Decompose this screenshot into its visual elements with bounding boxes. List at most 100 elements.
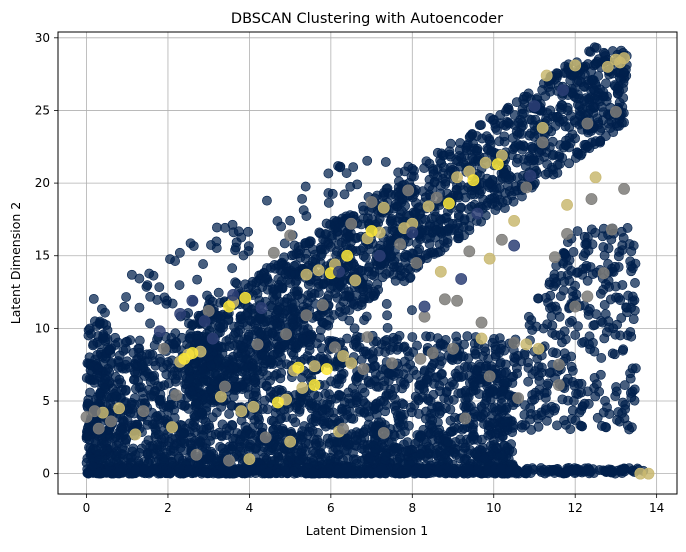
cluster-point [202,305,215,317]
noise-point [564,158,575,169]
cluster-point [410,257,423,269]
noise-point [580,463,591,474]
cluster-point [280,328,292,341]
noise-point [592,412,603,423]
noise-point [165,467,176,478]
noise-point [490,122,501,133]
noise-point [529,131,540,142]
cluster-point [528,100,541,112]
cluster-point [341,249,354,262]
noise-point [620,404,631,415]
cluster-point [508,239,521,252]
noise-point [149,340,160,351]
noise-point [433,467,444,478]
noise-point [242,441,253,452]
noise-point [139,371,150,381]
noise-point [389,262,399,273]
cluster-point [569,300,582,313]
noise-point [142,449,153,460]
noise-point [238,342,249,353]
noise-point [134,302,145,313]
noise-point [351,435,361,446]
noise-point [612,415,622,425]
noise-point [318,354,329,364]
cluster-point [536,121,549,134]
noise-point [164,402,174,412]
noise-point [84,352,95,363]
noise-point [572,226,583,237]
x-tick-label: 10 [486,501,501,515]
noise-point [560,334,571,345]
noise-point [573,321,583,332]
noise-point [485,194,496,205]
noise-point [162,360,172,370]
noise-point [567,405,578,416]
y-tick-label: 10 [35,321,50,335]
noise-point [419,163,430,174]
noise-point [562,373,573,384]
noise-point [88,461,99,472]
cluster-point [198,315,211,328]
noise-point [148,463,159,474]
noise-point [184,374,195,384]
noise-point [119,428,130,439]
noise-point [92,337,103,348]
noise-point [286,347,297,358]
noise-point [451,155,462,165]
noise-point [562,102,573,113]
noise-point [266,302,277,313]
noise-point [316,250,326,261]
noise-point [199,467,210,478]
cluster-point [190,448,203,461]
noise-point [249,390,259,401]
cluster-point [337,350,349,362]
noise-point [579,69,590,79]
noise-point [600,396,610,406]
cluster-point [284,229,297,242]
noise-point [365,467,376,478]
noise-point [618,344,629,355]
noise-point [471,146,482,156]
cluster-point [451,294,463,307]
noise-point [227,400,237,411]
noise-point [599,299,610,310]
noise-point [459,423,469,434]
cluster-point [174,307,187,320]
noise-point [289,261,300,271]
cluster-point [186,347,199,359]
noise-point [373,417,384,428]
noise-point [88,293,99,304]
noise-point [327,188,338,199]
noise-point [429,358,439,368]
noise-point [628,314,639,325]
noise-point [421,468,431,479]
noise-point [424,239,435,249]
noise-point [589,85,600,96]
noise-point [613,89,623,99]
cluster-point [129,428,142,441]
noise-point [356,443,367,454]
noise-point [323,197,334,208]
noise-point [271,386,282,396]
noise-point [206,240,216,250]
noise-point [300,181,311,192]
cluster-point [88,405,101,418]
noise-point [443,217,454,228]
noise-point [432,441,443,452]
cluster-point [373,249,386,262]
noise-point [355,266,366,276]
noise-point [297,372,307,383]
noise-point [481,392,492,402]
noise-point [251,442,262,453]
cluster-point [308,360,321,373]
cluster-point [589,171,602,184]
noise-point [243,329,254,340]
noise-point [524,114,535,125]
cluster-point [557,84,569,97]
cluster-point [386,357,398,370]
noise-point [130,464,141,475]
noise-point [243,241,254,252]
noise-point [470,348,481,359]
noise-point [382,322,393,333]
